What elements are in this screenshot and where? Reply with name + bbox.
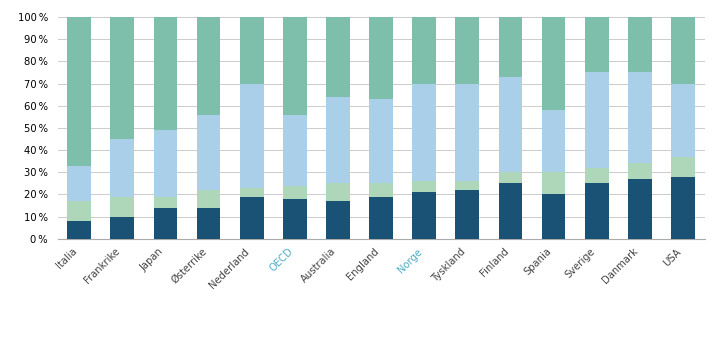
Bar: [196, 115, 220, 190]
Bar: [111, 196, 134, 217]
Bar: [370, 17, 393, 99]
Bar: [68, 221, 91, 239]
Bar: [585, 17, 609, 73]
Bar: [240, 196, 263, 239]
Bar: [498, 77, 522, 172]
Bar: [672, 17, 695, 84]
Bar: [628, 163, 651, 179]
Bar: [283, 17, 306, 115]
Bar: [196, 190, 220, 208]
Bar: [154, 208, 178, 239]
Bar: [326, 97, 349, 183]
Bar: [456, 84, 479, 181]
Bar: [68, 17, 91, 165]
Bar: [672, 157, 695, 177]
Bar: [413, 84, 436, 181]
Bar: [240, 188, 263, 196]
Bar: [672, 177, 695, 239]
Bar: [542, 194, 565, 239]
Bar: [154, 130, 178, 196]
Bar: [68, 165, 91, 201]
Bar: [370, 99, 393, 183]
Bar: [240, 84, 263, 188]
Bar: [498, 183, 522, 239]
Bar: [154, 196, 178, 208]
Bar: [413, 17, 436, 84]
Bar: [585, 72, 609, 168]
Bar: [672, 84, 695, 157]
Bar: [240, 17, 263, 84]
Bar: [542, 17, 565, 110]
Bar: [585, 183, 609, 239]
Bar: [196, 208, 220, 239]
Bar: [413, 181, 436, 192]
Bar: [111, 17, 134, 139]
Bar: [456, 190, 479, 239]
Bar: [628, 72, 651, 163]
Bar: [154, 17, 178, 130]
Bar: [498, 17, 522, 77]
Bar: [628, 179, 651, 239]
Bar: [498, 172, 522, 183]
Bar: [370, 196, 393, 239]
Bar: [542, 172, 565, 194]
Bar: [456, 181, 479, 190]
Bar: [283, 186, 306, 199]
Bar: [370, 183, 393, 196]
Bar: [542, 110, 565, 172]
Bar: [326, 201, 349, 239]
Bar: [456, 17, 479, 84]
Bar: [68, 201, 91, 221]
Bar: [111, 139, 134, 196]
Bar: [283, 115, 306, 186]
Bar: [326, 17, 349, 97]
Bar: [326, 183, 349, 201]
Bar: [628, 17, 651, 73]
Bar: [196, 17, 220, 115]
Bar: [111, 217, 134, 239]
Bar: [283, 199, 306, 239]
Bar: [585, 168, 609, 183]
Bar: [413, 192, 436, 239]
